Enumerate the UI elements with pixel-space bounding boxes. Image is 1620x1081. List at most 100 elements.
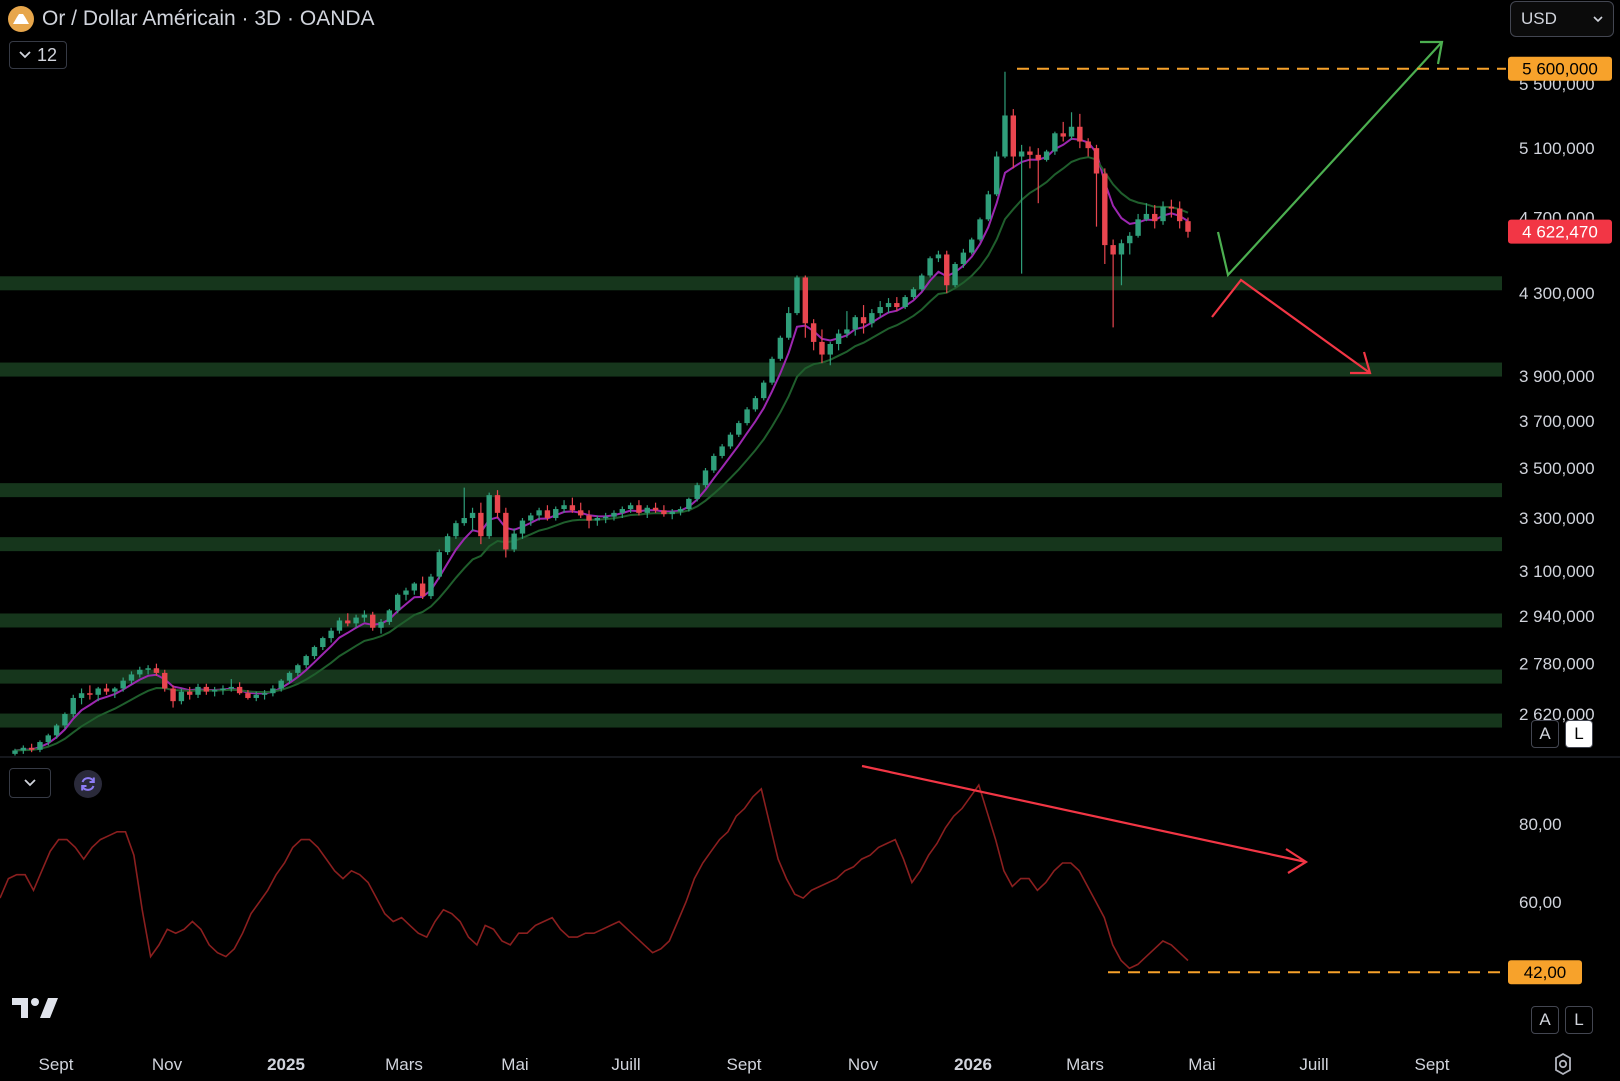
candle-body <box>944 254 950 286</box>
candle-body <box>952 263 958 286</box>
moving-average-lines <box>14 137 1189 752</box>
candle-body <box>311 647 318 657</box>
candle-body <box>569 505 576 511</box>
chevron-down-icon <box>24 779 36 787</box>
bearish-arrow-head <box>1350 351 1372 375</box>
candle-body <box>619 509 626 513</box>
candle-body <box>1010 115 1017 157</box>
currency-select[interactable]: USD <box>1510 1 1614 37</box>
candle-body <box>1018 151 1025 157</box>
bearish-arrow[interactable] <box>1211 278 1371 374</box>
tradingview-logo[interactable] <box>12 996 60 1025</box>
candle-body <box>594 517 601 521</box>
support-zone <box>0 537 1502 552</box>
candle-body <box>1168 206 1175 209</box>
auto-scale-button[interactable]: A <box>1531 720 1559 748</box>
price-tick-label: 3 300,000 <box>1519 509 1595 528</box>
candle-body <box>677 509 684 512</box>
bullish-arrow[interactable] <box>1216 41 1443 278</box>
bullish-arrow-head <box>1420 40 1444 65</box>
candle-body <box>810 323 817 342</box>
candle-body <box>220 688 226 691</box>
candle-body <box>694 485 700 499</box>
osc-auto-scale-button[interactable]: A <box>1531 1006 1559 1034</box>
time-tick-label: 2026 <box>954 1055 992 1074</box>
candle-body <box>1002 115 1008 157</box>
candle-body <box>153 668 160 673</box>
time-tick-label: 2025 <box>267 1055 305 1074</box>
time-tick-label: Juill <box>611 1055 640 1074</box>
refresh-button[interactable] <box>74 770 102 798</box>
candle-body <box>486 495 492 537</box>
candle-body <box>702 470 709 486</box>
candle-body <box>935 254 942 259</box>
candle-body <box>78 693 85 698</box>
candle-body <box>885 303 892 308</box>
candle-body <box>661 510 667 515</box>
candle-body <box>236 686 243 694</box>
candle-body <box>378 621 384 628</box>
candle-body <box>112 688 118 692</box>
candle-body <box>178 691 185 702</box>
candle-body <box>469 512 476 518</box>
candle-body <box>203 686 210 692</box>
ma-short-line <box>14 137 1189 752</box>
candle-body <box>528 515 534 521</box>
candle-body <box>295 665 301 673</box>
settings-icon <box>1555 1052 1571 1076</box>
divergence-line[interactable] <box>861 764 1307 864</box>
candle-body <box>602 516 609 519</box>
candle-body <box>70 697 76 715</box>
time-tick-label: Mai <box>501 1055 528 1074</box>
settings-button[interactable] <box>1551 1052 1575 1081</box>
candle-body <box>1093 148 1100 174</box>
candle-body <box>195 686 201 695</box>
candle-body <box>652 507 659 511</box>
price-tick-label: 4 300,000 <box>1519 284 1595 303</box>
candle-body <box>20 747 27 751</box>
candle-body <box>1185 221 1191 232</box>
candle-body <box>1176 208 1183 222</box>
collapse-legend-button[interactable]: 12 <box>9 41 67 69</box>
candle-body <box>403 590 409 595</box>
time-tick-label: Nov <box>848 1055 879 1074</box>
log-scale-button[interactable]: L <box>1565 720 1593 748</box>
candle-body <box>1077 126 1083 142</box>
candle-body <box>968 239 975 253</box>
candle-body <box>87 693 93 695</box>
candle-body <box>37 742 43 750</box>
indicator-count: 12 <box>36 44 58 65</box>
candle-body <box>1052 133 1058 152</box>
candle-body <box>852 317 858 330</box>
candle-body <box>120 680 126 689</box>
symbol-header[interactable]: Or / Dollar Américain · 3D · OANDA <box>8 4 375 34</box>
candle-body <box>1102 173 1108 246</box>
candle-body <box>303 656 309 666</box>
price-tick-label: 2 940,000 <box>1519 607 1595 626</box>
candle-body <box>985 194 992 220</box>
candle-body <box>12 750 18 754</box>
candle-body <box>644 507 650 513</box>
candle-body <box>394 594 401 611</box>
candle-body <box>553 509 559 518</box>
oscillator-collapse-button[interactable] <box>9 768 51 798</box>
price-marker-label: 5 600,000 <box>1522 60 1598 79</box>
candle-body <box>785 313 792 338</box>
candle-body <box>719 446 725 456</box>
candle-body <box>544 510 551 518</box>
candle-body <box>353 617 359 624</box>
time-tick-label: Sept <box>1415 1055 1450 1074</box>
candle-body <box>419 583 426 597</box>
candle-body <box>1085 141 1091 149</box>
candle-body <box>519 520 526 534</box>
time-tick-label: Mars <box>1066 1055 1104 1074</box>
candle-body <box>711 455 717 471</box>
candle-body <box>586 515 592 521</box>
osc-log-scale-button[interactable]: L <box>1565 1006 1593 1034</box>
candle-body <box>245 693 251 698</box>
candle-body <box>877 307 883 314</box>
candle-body <box>511 533 517 550</box>
candle-body <box>45 735 51 743</box>
candle-body <box>328 630 334 639</box>
